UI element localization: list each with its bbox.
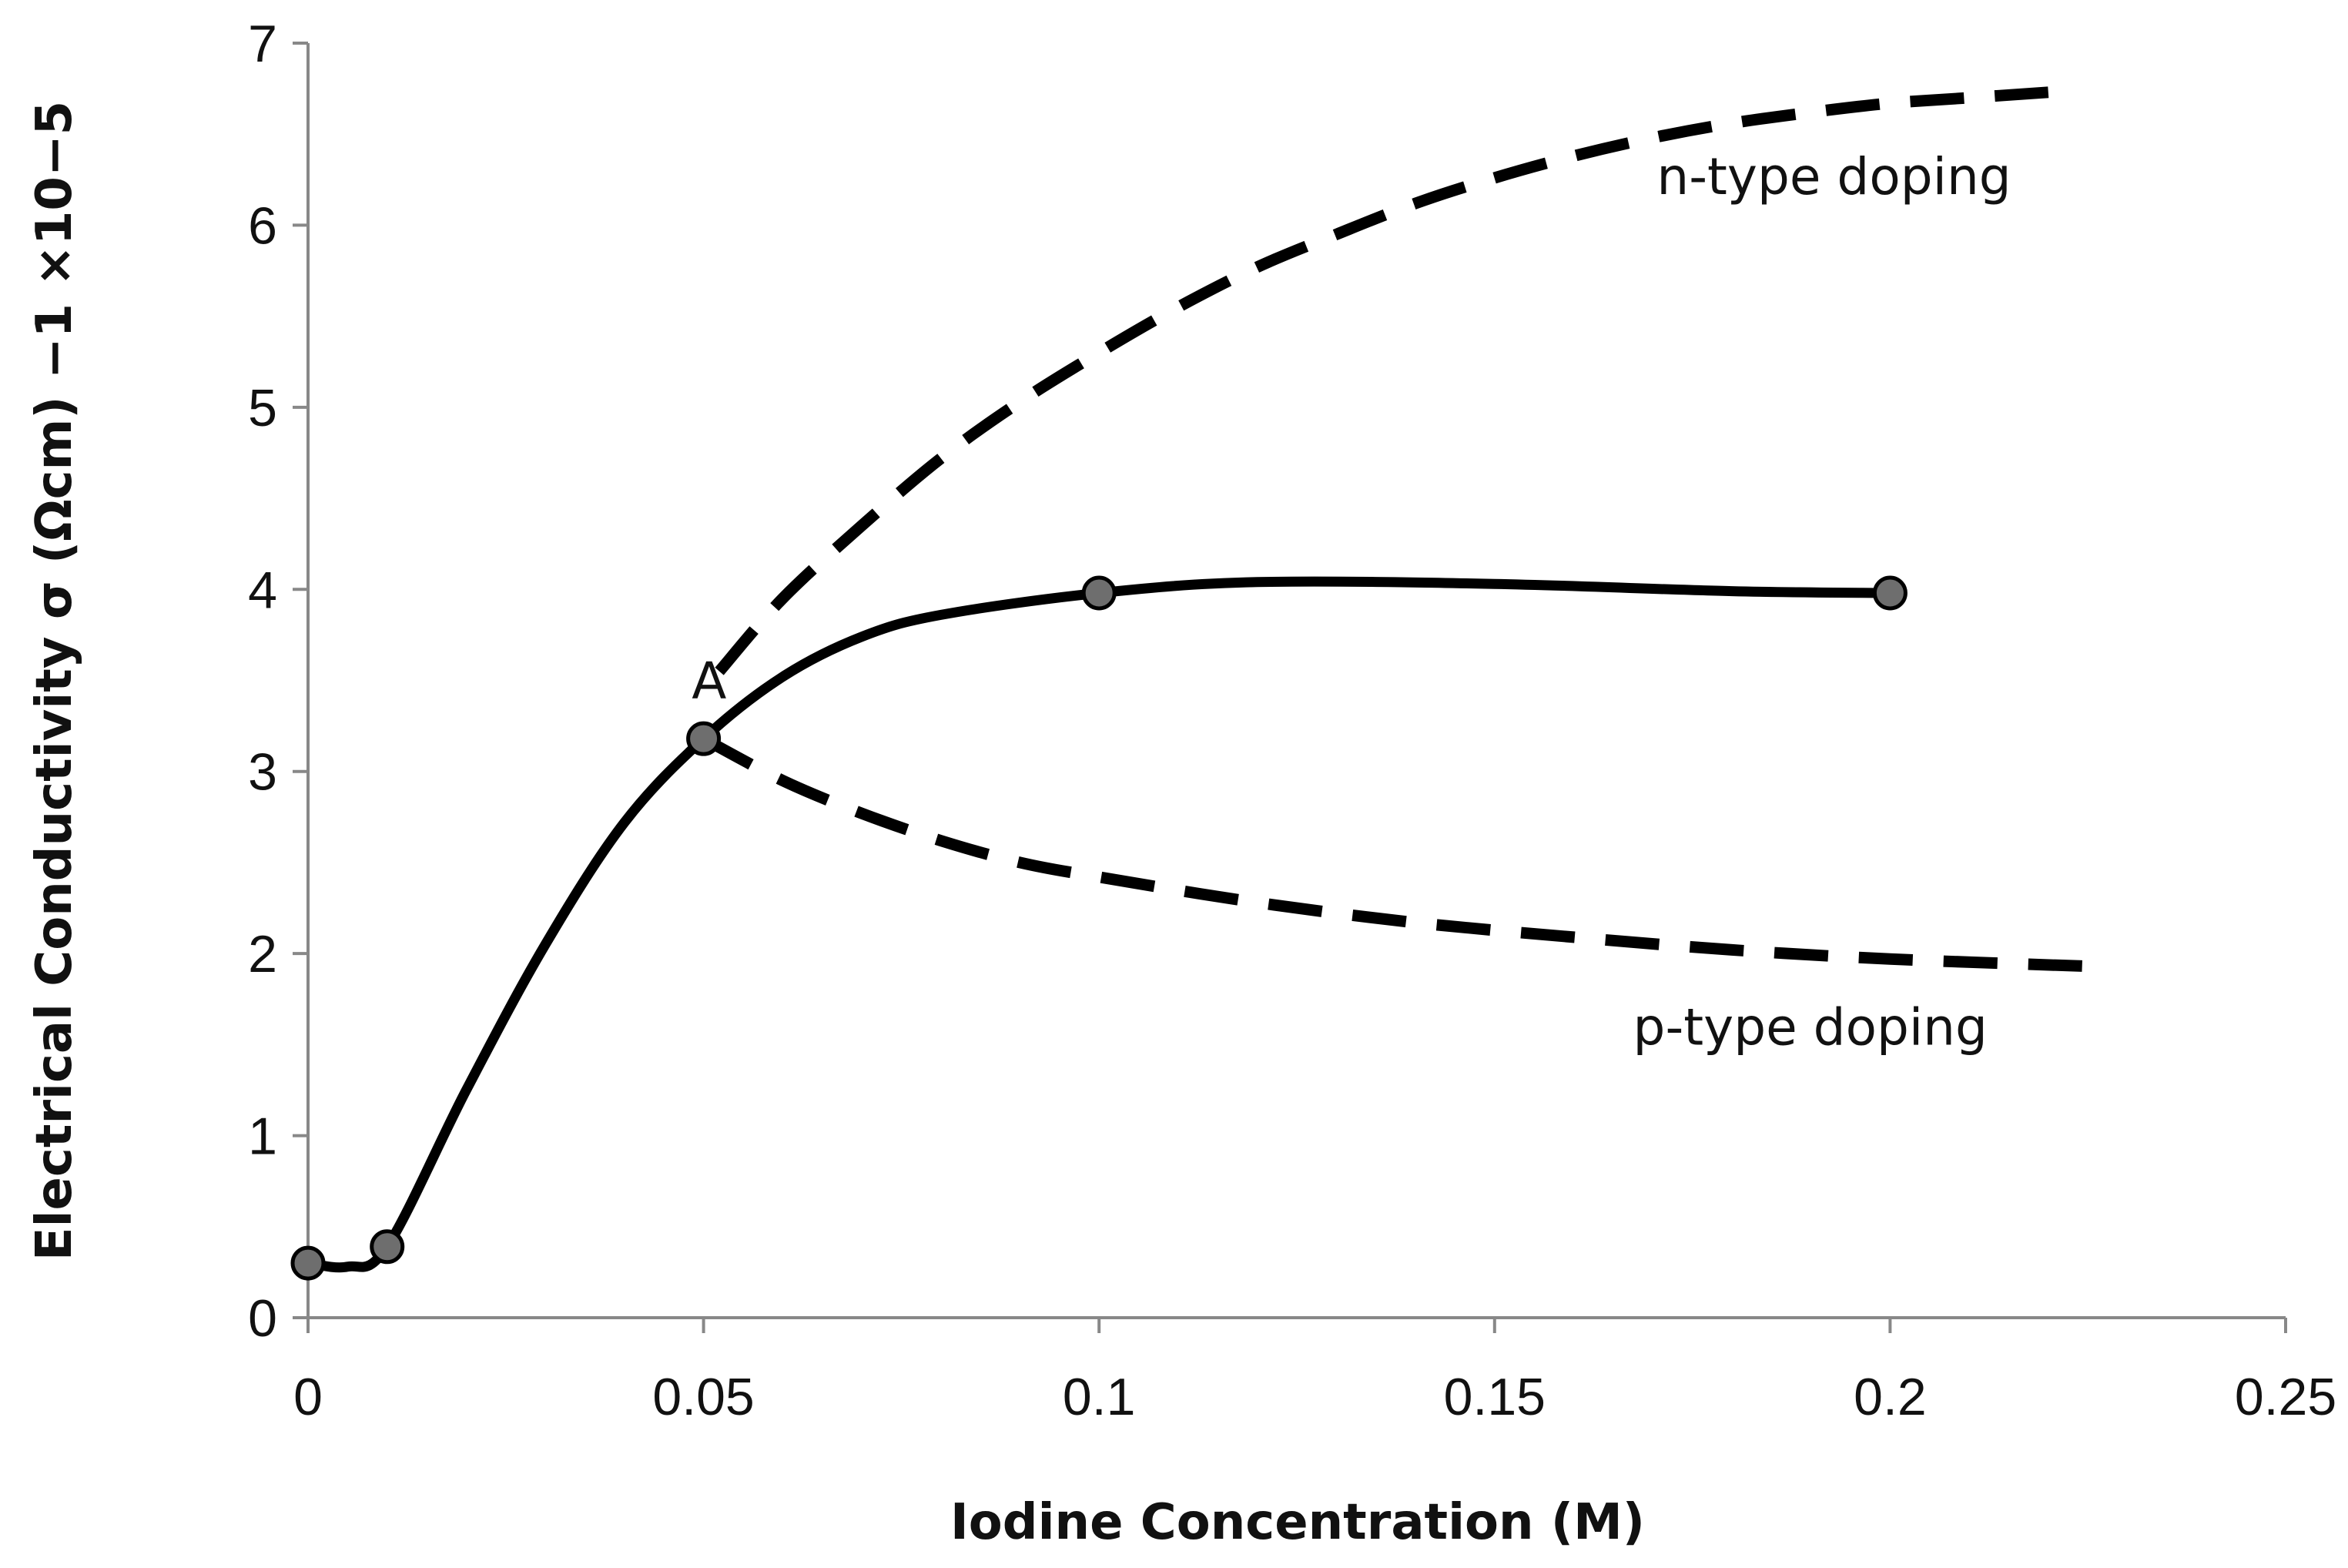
annotation-label: A [692,652,726,711]
y-axis-title: Electrical Conductivity σ (Ωcm) −1 ×10−5 [26,101,83,1261]
x-tick-label: 0.2 [1854,1368,1927,1426]
data-point [1872,575,1908,611]
annotation-label: n-type doping [1656,147,2011,206]
axes: 0 1 2 3 4 5 6 7 0 0.05 0.1 0.15 0.2 0.25 [248,15,2336,1426]
n-type-doping-dashed-line [715,86,2049,675]
data-point [686,721,722,756]
x-tick-label: 0.25 [2235,1368,2336,1426]
annotation-layer: An-type doping p-type doping [692,147,2011,1057]
y-tick-label: 1 [248,1107,277,1166]
x-tick-label: 0.15 [1444,1368,1546,1426]
series-layer [290,86,2088,1281]
p-type-doping-dashed-line [701,733,2088,973]
x-tick-label: 0 [293,1368,323,1426]
y-tick-label: 2 [248,925,277,983]
y-tick-label: 5 [248,379,277,437]
y-tick-label: 6 [248,196,277,255]
data-point [370,1229,405,1265]
x-axis-title: Iodine Concentration (M) [950,1494,1645,1551]
y-ticks: 0 1 2 3 4 5 6 7 [248,15,308,1348]
x-ticks: 0 0.05 0.1 0.15 0.2 0.25 [293,1318,2336,1426]
x-tick-label: 0.05 [652,1368,754,1426]
y-tick-label: 4 [248,561,277,619]
y-tick-label: 3 [248,743,277,802]
x-tick-label: 0.1 [1063,1368,1136,1426]
annotation-label: p-type doping [1633,997,1988,1057]
y-tick-label: 0 [248,1289,277,1348]
data-point [1081,575,1117,611]
conductivity-line [307,576,1891,1273]
y-tick-label: 7 [248,15,277,73]
data-point [290,1245,326,1281]
